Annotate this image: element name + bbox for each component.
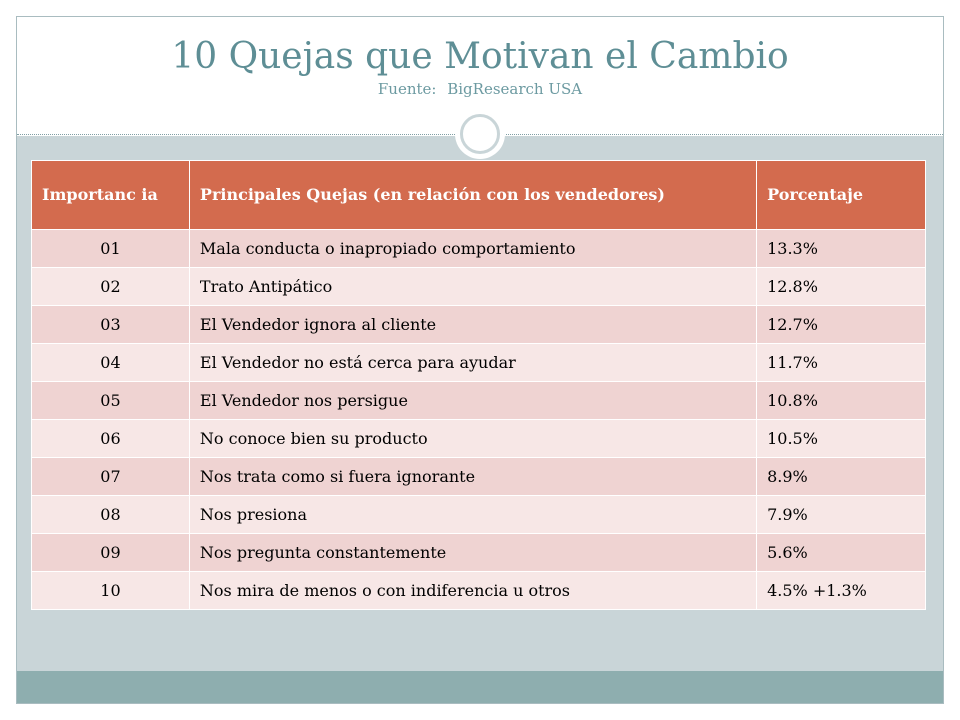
complaint-cell: Trato Antipático <box>188 267 758 306</box>
divider-ring <box>460 114 500 154</box>
complaint-cell: El Vendedor nos persigue <box>188 381 758 420</box>
subtitle-label: Fuente: <box>377 80 437 98</box>
slide-title: 10 Quejas que Motivan el Cambio <box>171 36 789 77</box>
header-percentage: Porcentaje <box>756 160 926 230</box>
percent-cell: 4.5% +1.3% <box>756 571 926 610</box>
table-row: 02 Trato Antipático 12.8% <box>31 267 926 306</box>
table-header-row: Importanc ia Principales Quejas (en rela… <box>31 160 926 230</box>
percent-cell: 11.7% <box>756 343 926 382</box>
complaint-cell: Nos pregunta constantemente <box>188 533 758 572</box>
complaint-cell: Nos presiona <box>188 495 758 534</box>
rank-cell: 03 <box>31 305 190 344</box>
bottom-band <box>17 671 943 703</box>
complaint-cell: El Vendedor no está cerca para ayudar <box>188 343 758 382</box>
percent-cell: 12.7% <box>756 305 926 344</box>
rank-cell: 01 <box>31 229 190 268</box>
table-row: 10 Nos mira de menos o con indiferencia … <box>31 571 926 610</box>
complaint-cell: Nos trata como si fuera ignorante <box>188 457 758 496</box>
table-row: 05 El Vendedor nos persigue 10.8% <box>31 381 926 420</box>
table-row: 01 Mala conducta o inapropiado comportam… <box>31 229 926 268</box>
rank-cell: 10 <box>31 571 190 610</box>
percent-cell: 10.8% <box>756 381 926 420</box>
rank-cell: 05 <box>31 381 190 420</box>
percent-cell: 8.9% <box>756 457 926 496</box>
complaint-cell: El Vendedor ignora al cliente <box>188 305 758 344</box>
table-row: 08 Nos presiona 7.9% <box>31 495 926 534</box>
slide-subtitle: Fuente: BigResearch USA <box>17 79 943 99</box>
complaint-cell: No conoce bien su producto <box>188 419 758 458</box>
rank-cell: 09 <box>31 533 190 572</box>
percent-cell: 10.5% <box>756 419 926 458</box>
table-row: 07 Nos trata como si fuera ignorante 8.9… <box>31 457 926 496</box>
complaint-cell: Mala conducta o inapropiado comportamien… <box>188 229 758 268</box>
percent-cell: 12.8% <box>756 267 926 306</box>
complaint-cell: Nos mira de menos o con indiferencia u o… <box>188 571 758 610</box>
complaints-table: Importanc ia Principales Quejas (en rela… <box>31 160 926 610</box>
rank-cell: 08 <box>31 495 190 534</box>
rank-cell: 07 <box>31 457 190 496</box>
percent-cell: 13.3% <box>756 229 926 268</box>
rank-cell: 04 <box>31 343 190 382</box>
table-row: 06 No conoce bien su producto 10.5% <box>31 419 926 458</box>
subtitle-source: BigResearch USA <box>447 80 583 98</box>
table-row: 09 Nos pregunta constantemente 5.6% <box>31 533 926 572</box>
rank-cell: 06 <box>31 419 190 458</box>
table-row: 04 El Vendedor no está cerca para ayudar… <box>31 343 926 382</box>
header-importance: Importanc ia <box>31 160 190 230</box>
rank-cell: 02 <box>31 267 190 306</box>
percent-cell: 5.6% <box>756 533 926 572</box>
percent-cell: 7.9% <box>756 495 926 534</box>
table-row: 03 El Vendedor ignora al cliente 12.7% <box>31 305 926 344</box>
header-complaints: Principales Quejas (en relación con los … <box>188 160 758 230</box>
